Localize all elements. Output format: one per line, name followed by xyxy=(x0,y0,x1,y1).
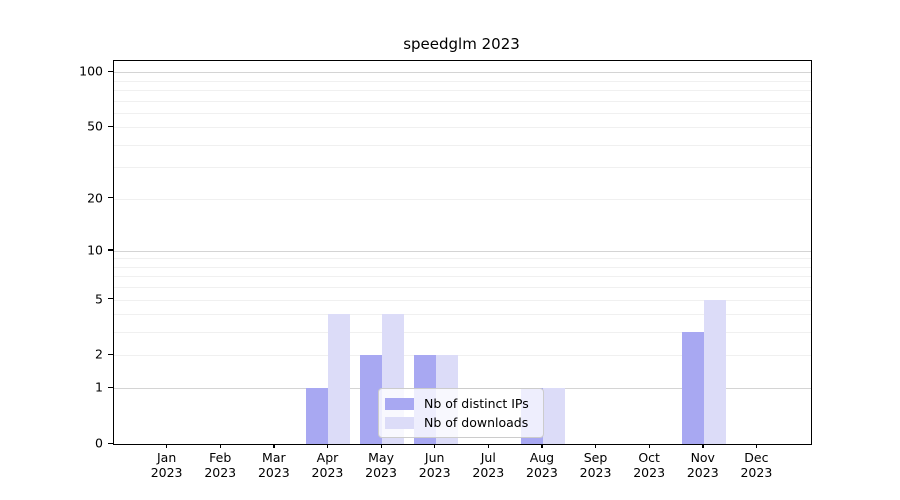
x-tick-month: Apr xyxy=(316,450,339,465)
x-axis-tick-label-jul: Jul 2023 xyxy=(458,450,518,480)
x-tick-month: Sep xyxy=(583,450,608,465)
x-tick-year: 2023 xyxy=(257,465,290,480)
x-tick-month: Feb xyxy=(209,450,232,465)
gridline-minor xyxy=(114,258,811,260)
y-axis-tick-label: 50 xyxy=(87,118,103,134)
x-tick-month: Oct xyxy=(638,450,660,465)
bar-downloads-apr xyxy=(328,314,351,444)
x-axis-tick-mark xyxy=(648,444,650,448)
x-tick-year: 2023 xyxy=(633,465,666,480)
gridline-minor xyxy=(114,299,811,301)
gridline-major xyxy=(114,72,811,74)
x-axis-tick-label-feb: Feb 2023 xyxy=(190,450,250,480)
x-axis-tick-mark xyxy=(380,444,382,448)
x-tick-year: 2023 xyxy=(365,465,397,480)
bar-distinct-ips-may xyxy=(360,355,383,444)
gridline-minor xyxy=(114,127,811,129)
legend-swatch xyxy=(385,397,414,410)
x-axis-tick-mark xyxy=(702,444,704,448)
x-axis-tick-mark xyxy=(273,444,275,448)
y-axis-tick-label: 10 xyxy=(87,242,103,258)
bar-downloads-aug xyxy=(542,388,565,444)
x-axis-tick-mark xyxy=(487,444,490,448)
gridline-minor xyxy=(114,198,811,200)
legend-label: Nb of distinct IPs xyxy=(424,396,529,411)
y-axis-tick-label: 5 xyxy=(95,291,103,307)
x-axis-tick-label-jan: Jan 2023 xyxy=(137,450,197,480)
y-axis-tick-mark xyxy=(108,197,113,199)
x-axis-tick-label-may: May 2023 xyxy=(351,450,411,480)
x-axis-tick-mark xyxy=(326,444,329,448)
gridline-minor xyxy=(114,80,811,82)
gridline-minor xyxy=(114,112,811,114)
x-tick-year: 2023 xyxy=(418,465,451,480)
y-axis-tick-mark xyxy=(108,249,113,251)
gridline-minor xyxy=(114,332,811,334)
x-axis-tick-label-jun: Jun 2023 xyxy=(405,450,465,480)
x-axis-tick-label-sep: Sep 2023 xyxy=(566,450,626,480)
chart-title: speedglm 2023 xyxy=(403,35,520,53)
x-tick-year: 2023 xyxy=(579,465,612,480)
bar-downloads-nov xyxy=(703,299,726,444)
x-tick-month: Jun xyxy=(424,450,445,465)
gridline-minor xyxy=(114,89,811,91)
y-axis-tick-mark xyxy=(108,70,113,72)
x-tick-year: 2023 xyxy=(311,465,344,480)
gridline-major xyxy=(114,250,811,252)
y-axis-tick-label: 1 xyxy=(95,379,103,395)
y-axis-tick-mark xyxy=(108,386,113,388)
x-axis-tick-mark xyxy=(595,444,597,448)
x-axis-tick-mark xyxy=(166,444,168,448)
legend: Nb of distinct IPs Nb of downloads xyxy=(378,388,544,438)
x-tick-month: Jan xyxy=(156,450,177,465)
x-tick-month: Nov xyxy=(690,450,715,465)
x-tick-month: Aug xyxy=(529,450,555,465)
legend-swatch xyxy=(385,416,414,429)
y-axis-tick-label: 0 xyxy=(95,435,103,451)
gridline-minor xyxy=(114,144,811,146)
x-tick-year: 2023 xyxy=(686,465,719,480)
x-axis-tick-label-aug: Aug 2023 xyxy=(512,450,572,480)
gridline-minor xyxy=(114,167,811,169)
gridline-minor xyxy=(114,287,811,289)
y-axis-tick-mark xyxy=(108,353,113,356)
x-tick-year: 2023 xyxy=(740,465,773,480)
bar-distinct-ips-apr xyxy=(306,388,329,444)
legend-label: Nb of downloads xyxy=(424,415,529,430)
x-tick-month: Mar xyxy=(262,450,286,465)
x-tick-month: Dec xyxy=(744,450,769,465)
x-tick-year: 2023 xyxy=(150,465,183,480)
gridline-minor xyxy=(114,355,811,357)
x-tick-year: 2023 xyxy=(526,465,558,480)
x-axis-tick-label-mar: Mar 2023 xyxy=(244,450,304,480)
x-axis-tick-label-dec: Dec 2023 xyxy=(726,450,786,480)
x-axis-tick-mark xyxy=(219,444,222,448)
gridline-minor xyxy=(114,100,811,102)
x-axis-tick-label-nov: Nov 2023 xyxy=(673,450,733,480)
x-tick-year: 2023 xyxy=(472,465,505,480)
legend-item: Nb of downloads xyxy=(385,413,535,432)
gridline-minor xyxy=(114,314,811,316)
x-axis-tick-mark xyxy=(755,444,758,448)
x-tick-year: 2023 xyxy=(204,465,237,480)
plot-area xyxy=(113,60,812,445)
y-axis-tick-label: 20 xyxy=(87,190,103,206)
x-axis-tick-label-apr: Apr 2023 xyxy=(297,450,357,480)
x-axis-tick-label-oct: Oct 2023 xyxy=(619,450,679,480)
y-axis-tick-mark xyxy=(108,125,113,127)
y-axis-tick-label: 100 xyxy=(79,63,103,79)
gridline-minor xyxy=(114,266,811,268)
y-axis-tick-label: 2 xyxy=(95,346,103,362)
y-axis-tick-mark xyxy=(108,442,113,444)
x-tick-month: May xyxy=(368,450,394,465)
gridline-minor xyxy=(114,276,811,278)
y-axis-tick-mark xyxy=(108,298,113,300)
x-axis-tick-mark xyxy=(541,444,543,448)
legend-item: Nb of distinct IPs xyxy=(385,394,535,413)
x-tick-month: Jul xyxy=(480,450,496,465)
x-axis-tick-mark xyxy=(434,444,436,448)
bar-distinct-ips-nov xyxy=(681,332,704,444)
